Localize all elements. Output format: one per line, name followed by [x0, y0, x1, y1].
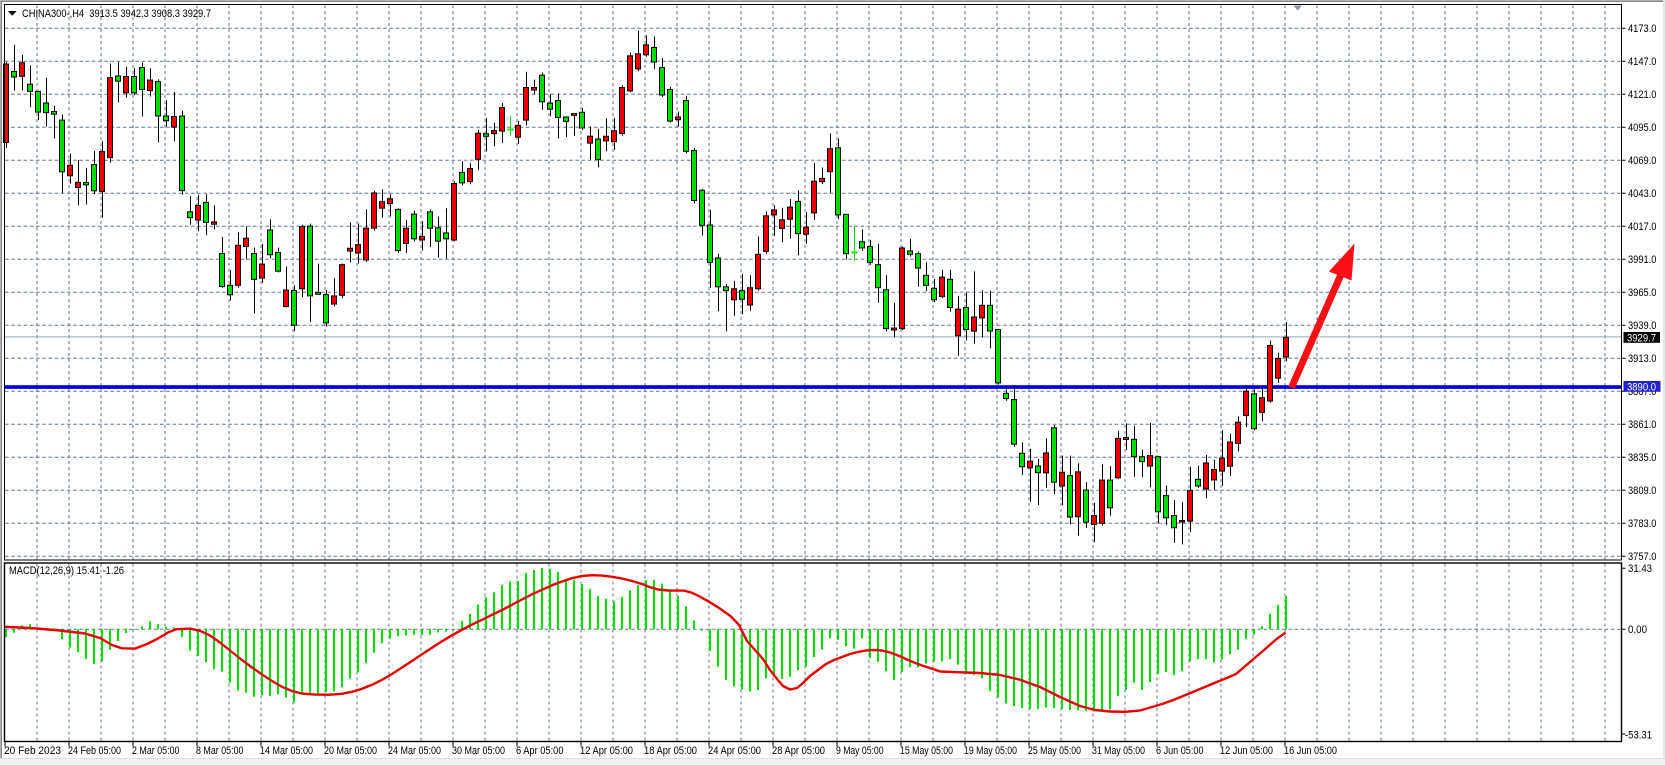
- svg-text:12 Jun 05:00: 12 Jun 05:00: [1220, 745, 1273, 757]
- svg-text:4069.0: 4069.0: [1628, 155, 1657, 167]
- svg-text:30 Mar 05:00: 30 Mar 05:00: [452, 745, 505, 757]
- svg-text:28 Apr 05:00: 28 Apr 05:00: [772, 745, 825, 757]
- svg-text:6 Jun 05:00: 6 Jun 05:00: [1156, 745, 1204, 757]
- svg-text:3809.0: 3809.0: [1628, 485, 1657, 497]
- svg-text:24 Mar 05:00: 24 Mar 05:00: [388, 745, 441, 757]
- svg-text:3890.0: 3890.0: [1627, 381, 1656, 393]
- svg-text:CHINA300-,H4 3913.5 3942.3 39: CHINA300-,H4 3913.5 3942.3 3908.3 3929.7: [22, 8, 211, 20]
- svg-text:4095.0: 4095.0: [1628, 122, 1657, 134]
- svg-text:4017.0: 4017.0: [1628, 221, 1657, 233]
- svg-text:3929.7: 3929.7: [1627, 332, 1656, 344]
- svg-text:4173.0: 4173.0: [1628, 23, 1657, 35]
- svg-text:3965.0: 3965.0: [1628, 287, 1657, 299]
- svg-text:25 May 05:00: 25 May 05:00: [1028, 745, 1081, 757]
- svg-text:6 Apr 05:00: 6 Apr 05:00: [516, 745, 564, 757]
- svg-text:4043.0: 4043.0: [1628, 188, 1657, 200]
- svg-text:3991.0: 3991.0: [1628, 254, 1657, 266]
- svg-text:MACD(12,26,9) 15.41 -1.26: MACD(12,26,9) 15.41 -1.26: [9, 565, 124, 577]
- svg-text:24 Feb 05:00: 24 Feb 05:00: [68, 745, 121, 757]
- svg-text:3757.0: 3757.0: [1628, 551, 1657, 563]
- svg-text:16 Jun 05:00: 16 Jun 05:00: [1284, 745, 1337, 757]
- svg-text:12 Apr 05:00: 12 Apr 05:00: [580, 745, 633, 757]
- svg-text:19 May 05:00: 19 May 05:00: [964, 745, 1017, 757]
- svg-text:3861.0: 3861.0: [1628, 419, 1657, 431]
- svg-text:31 May 05:00: 31 May 05:00: [1092, 745, 1145, 757]
- svg-text:3939.0: 3939.0: [1628, 320, 1657, 332]
- svg-text:8 Mar 05:00: 8 Mar 05:00: [196, 745, 244, 757]
- svg-text:3835.0: 3835.0: [1628, 452, 1657, 464]
- svg-text:4121.0: 4121.0: [1628, 89, 1657, 101]
- svg-text:15 May 05:00: 15 May 05:00: [900, 745, 953, 757]
- svg-text:4147.0: 4147.0: [1628, 56, 1657, 68]
- svg-text:31.43: 31.43: [1628, 563, 1652, 575]
- svg-text:9 May 05:00: 9 May 05:00: [836, 745, 884, 757]
- svg-text:18 Apr 05:00: 18 Apr 05:00: [644, 745, 697, 757]
- svg-text:2 Mar 05:00: 2 Mar 05:00: [132, 745, 180, 757]
- svg-text:20 Mar 05:00: 20 Mar 05:00: [324, 745, 377, 757]
- svg-text:0.00: 0.00: [1628, 624, 1647, 636]
- svg-text:20 Feb 2023: 20 Feb 2023: [4, 745, 61, 757]
- svg-text:24 Apr 05:00: 24 Apr 05:00: [708, 745, 761, 757]
- svg-text:3913.0: 3913.0: [1628, 353, 1657, 365]
- svg-text:3783.0: 3783.0: [1628, 518, 1657, 530]
- svg-text:-53.31: -53.31: [1625, 730, 1652, 742]
- svg-text:14 Mar 05:00: 14 Mar 05:00: [260, 745, 313, 757]
